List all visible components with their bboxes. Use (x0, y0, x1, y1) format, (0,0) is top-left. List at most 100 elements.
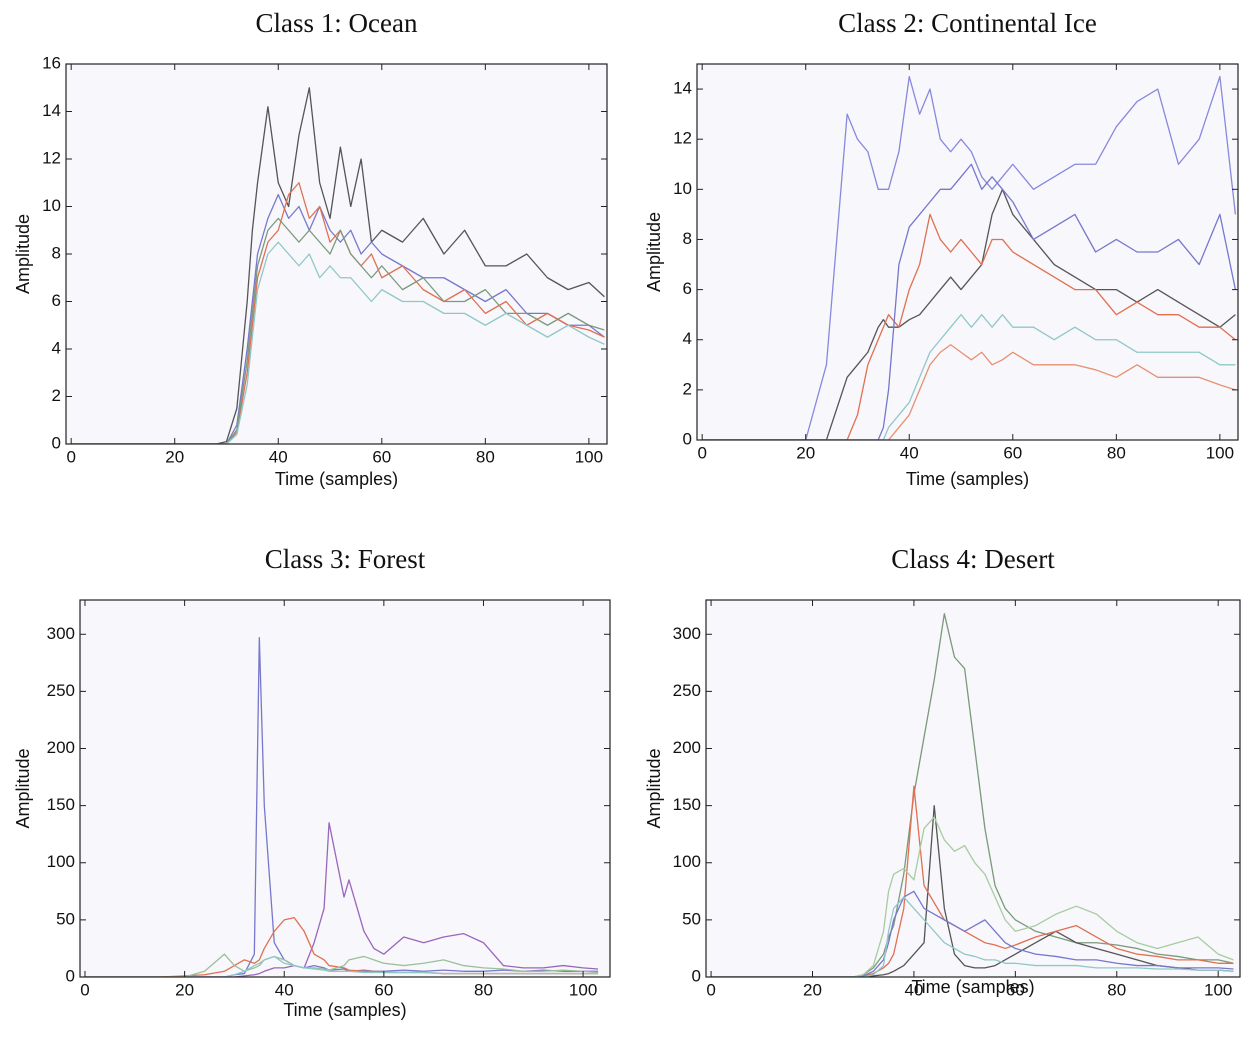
y-axis-label: Amplitude (13, 214, 33, 294)
y-tick-label: 0 (683, 429, 692, 448)
series-line (71, 182, 605, 444)
x-tick-label: 80 (1107, 980, 1126, 999)
chart: 0 20 40 60 80 100 0 50 100 150 200 250 300 Class 3: F… (13, 544, 611, 1020)
y-tick-label: 2 (683, 379, 692, 398)
y-tick-label: 50 (682, 909, 701, 928)
y-tick-label: 2 (52, 386, 61, 405)
series-line (702, 188, 1236, 440)
y-tick-label: 4 (52, 338, 61, 357)
x-axis-label: Time (samples) (283, 1000, 406, 1020)
chart: 0 20 40 60 80 100 0 50 100 150 200 250 300 Class 4: D… (644, 544, 1241, 999)
y-axis-label: Amplitude (644, 212, 664, 292)
x-tick-label: 20 (803, 980, 822, 999)
y-tick-label: 250 (47, 681, 75, 700)
x-tick-label: 80 (476, 447, 495, 466)
y-tick-label: 200 (47, 738, 75, 757)
x-tick-label: 0 (706, 980, 715, 999)
y-tick-label: 14 (42, 101, 61, 120)
series-line (702, 75, 1237, 440)
x-tick-label: 60 (374, 980, 393, 999)
y-tick-label: 100 (673, 852, 701, 871)
series-line (702, 344, 1236, 440)
x-tick-label: 40 (904, 980, 923, 999)
x-tick-label: 0 (697, 443, 706, 462)
plot-area (706, 600, 1240, 977)
y-tick-label: 0 (692, 966, 701, 985)
x-tick-label: 100 (575, 447, 603, 466)
x-tick-label: 40 (900, 443, 919, 462)
chart: 0 20 40 60 80 100 0 2 4 6 8 10 12 14 Class 2: Continen… (644, 8, 1239, 489)
y-tick-label: 10 (42, 196, 61, 215)
x-tick-label: 100 (1204, 980, 1232, 999)
series-line (702, 314, 1236, 440)
plot-frame (705, 599, 1241, 978)
x-tick-label: 60 (1003, 443, 1022, 462)
series-line (84, 822, 599, 977)
chart-title: Class 3: Forest (265, 544, 426, 574)
x-tick-label: 100 (569, 980, 597, 999)
y-axis-label: Amplitude (644, 748, 664, 828)
plot-frame (696, 63, 1239, 441)
y-tick-label: 12 (673, 129, 692, 148)
x-tick-label: 0 (66, 447, 75, 466)
x-tick-label: 100 (1206, 443, 1234, 462)
y-tick-label: 300 (47, 624, 75, 643)
x-tick-label: 60 (1006, 980, 1025, 999)
y-tick-label: 150 (673, 795, 701, 814)
x-tick-label: 40 (275, 980, 294, 999)
series-line (711, 816, 1234, 977)
series-line (71, 87, 605, 444)
series-line (71, 217, 605, 444)
y-tick-label: 14 (673, 79, 692, 98)
x-axis-label: Time (samples) (911, 977, 1034, 997)
series-line (71, 241, 605, 444)
plot-lines (84, 637, 599, 977)
y-tick-label: 6 (683, 279, 692, 298)
y-axis-label: Amplitude (13, 748, 33, 828)
series-line (702, 163, 1237, 440)
y-tick-label: 10 (673, 179, 692, 198)
chart-title: Class 1: Ocean (256, 8, 418, 38)
plot-lines (702, 75, 1237, 440)
x-tick-label: 40 (269, 447, 288, 466)
y-tick-label: 300 (673, 624, 701, 643)
x-tick-label: 20 (175, 980, 194, 999)
x-tick-label: 0 (80, 980, 89, 999)
y-tick-label: 12 (42, 148, 61, 167)
chart: 0 20 40 60 80 100 0 2 4 6 8 10 12 14 16 Class 1: Ocean T… (13, 8, 608, 489)
plot-area (66, 64, 607, 444)
plot-lines (711, 613, 1234, 977)
y-tick-label: 6 (52, 291, 61, 310)
x-tick-label: 60 (372, 447, 391, 466)
x-tick-label: 80 (1107, 443, 1126, 462)
chart-title: Class 4: Desert (891, 544, 1055, 574)
x-axis-label: Time (samples) (906, 469, 1029, 489)
y-tick-label: 16 (42, 53, 61, 72)
series-line (711, 804, 1234, 977)
series-line (711, 896, 1234, 977)
plot-frame (79, 599, 611, 978)
y-tick-label: 0 (66, 966, 75, 985)
plot-lines (71, 87, 605, 444)
x-tick-label: 20 (796, 443, 815, 462)
series-line (84, 637, 599, 977)
y-tick-label: 8 (52, 243, 61, 262)
y-tick-label: 250 (673, 681, 701, 700)
y-tick-label: 200 (673, 738, 701, 757)
series-line (84, 955, 599, 977)
y-tick-label: 50 (56, 909, 75, 928)
plot-area (80, 600, 610, 977)
y-tick-label: 100 (47, 852, 75, 871)
x-tick-label: 20 (165, 447, 184, 466)
y-tick-label: 8 (683, 229, 692, 248)
chart-title: Class 2: Continental Ice (838, 8, 1097, 38)
series-line (702, 213, 1236, 440)
y-tick-label: 4 (683, 329, 692, 348)
y-tick-label: 0 (52, 433, 61, 452)
series-line (711, 890, 1234, 977)
x-axis-label: Time (samples) (275, 469, 398, 489)
series-line (84, 953, 599, 977)
series-line (711, 613, 1234, 977)
x-tick-label: 80 (474, 980, 493, 999)
